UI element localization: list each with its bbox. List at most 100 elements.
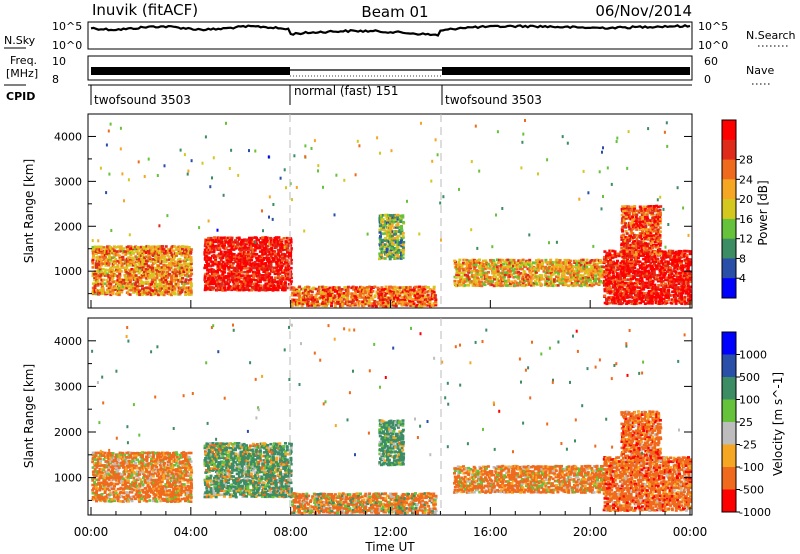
power-cell-1 (225, 282, 229, 286)
power-cell-4 (463, 258, 467, 262)
power-cell-0 (171, 290, 175, 294)
power-cell-2 (358, 294, 362, 297)
power-cell-0 (190, 272, 194, 276)
power-cell-0 (158, 280, 162, 284)
power-cell-5 (622, 270, 626, 274)
power-cell-1 (232, 248, 236, 251)
power-cell-5 (638, 260, 642, 264)
power-cell-4 (526, 275, 530, 279)
power-cell-5 (661, 279, 665, 283)
power-cell-4 (576, 279, 580, 283)
power-cell-5 (637, 274, 641, 277)
power-cell-3 (400, 249, 404, 252)
power-cell-5 (605, 299, 609, 303)
power-cell-5 (681, 281, 685, 285)
power-cell-0 (98, 270, 102, 273)
power-cell-5 (618, 285, 622, 289)
power-cell-1 (285, 245, 289, 248)
power-cell-5 (686, 258, 690, 261)
power-cell-2 (357, 287, 360, 291)
power-cell-4 (508, 282, 512, 285)
power-cell-4 (564, 263, 568, 267)
power-cell-2 (417, 288, 421, 292)
power-cell-4 (566, 276, 569, 279)
power-cell-5 (639, 282, 642, 286)
power-cell-1 (232, 278, 236, 282)
power-cell-3 (388, 257, 392, 261)
power-cell-5 (611, 264, 615, 267)
power-cell-5 (605, 264, 609, 268)
power-cell-4 (457, 261, 461, 264)
power-cell-2 (364, 302, 368, 306)
power-cell-sparse (537, 172, 539, 176)
power-cell-5 (651, 298, 655, 301)
power-cell-2 (380, 303, 383, 307)
power-cell-0 (148, 246, 152, 249)
power-cell-1 (251, 270, 255, 274)
power-cell-4 (519, 265, 523, 269)
power-cell-1 (259, 284, 263, 288)
power-cell-4 (471, 269, 474, 273)
power-cell-5 (648, 271, 651, 275)
power-cell-5 (667, 292, 671, 295)
power-cell-0 (176, 266, 180, 270)
power-cell-3 (380, 239, 384, 242)
power-cell-1 (253, 249, 257, 252)
power-cell-2 (373, 294, 377, 297)
power-cell-4 (562, 261, 566, 264)
power-cell-5 (638, 264, 642, 267)
power-cell-2 (316, 302, 320, 305)
power-cell-6 (644, 246, 648, 250)
power-cell-0 (91, 286, 95, 290)
power-cell-5 (603, 250, 607, 253)
power-cell-6 (644, 244, 647, 247)
power-cell-0 (129, 270, 132, 273)
power-cell-0 (116, 245, 120, 248)
power-cell-3 (396, 252, 400, 256)
power-cell-4 (528, 263, 531, 266)
power-cell-5 (660, 258, 664, 261)
power-cell-1 (249, 262, 253, 266)
power-cell-5 (658, 300, 661, 303)
power-cell-4 (496, 261, 500, 264)
power-cell-5 (620, 265, 624, 269)
power-cell-4 (491, 276, 495, 279)
power-cell-4 (467, 269, 471, 273)
power-cell-5 (658, 302, 662, 305)
power-cell-6 (657, 205, 660, 209)
power-cell-0 (166, 264, 170, 267)
power-cell-5 (633, 285, 637, 289)
power-cell-0 (185, 289, 189, 293)
power-cell-0 (91, 260, 95, 263)
power-cell-1 (287, 244, 291, 248)
power-cell-0 (137, 259, 141, 263)
power-cell-1 (266, 288, 270, 292)
power-cell-3 (380, 256, 384, 260)
power-cell-1 (221, 264, 225, 267)
power-cell-0 (136, 280, 140, 284)
power-cell-5 (645, 277, 649, 281)
power-cell-0 (134, 266, 138, 270)
power-cell-6 (636, 250, 640, 253)
power-cell-2 (416, 303, 420, 307)
power-cell-4 (458, 280, 462, 284)
power-cell-0 (119, 259, 123, 263)
power-cell-1 (207, 264, 211, 267)
power-cell-3 (383, 232, 387, 235)
power-cell-4 (472, 263, 476, 266)
power-cell-5 (638, 292, 642, 295)
power-cell-5 (643, 296, 647, 299)
power-cell-2 (341, 304, 345, 308)
power-cell-1 (229, 264, 233, 268)
power-cell-0 (127, 245, 130, 248)
power-cell-2 (383, 294, 387, 297)
power-cell-1 (212, 272, 216, 276)
power-cell-4 (460, 265, 464, 269)
power-cell-6 (628, 252, 632, 256)
power-cell-6 (642, 225, 645, 228)
power-cell-1 (274, 243, 278, 246)
power-cell-0 (168, 284, 172, 288)
power-cell-2 (362, 300, 366, 304)
power-cell-1 (266, 236, 269, 240)
power-cell-2 (369, 290, 373, 293)
